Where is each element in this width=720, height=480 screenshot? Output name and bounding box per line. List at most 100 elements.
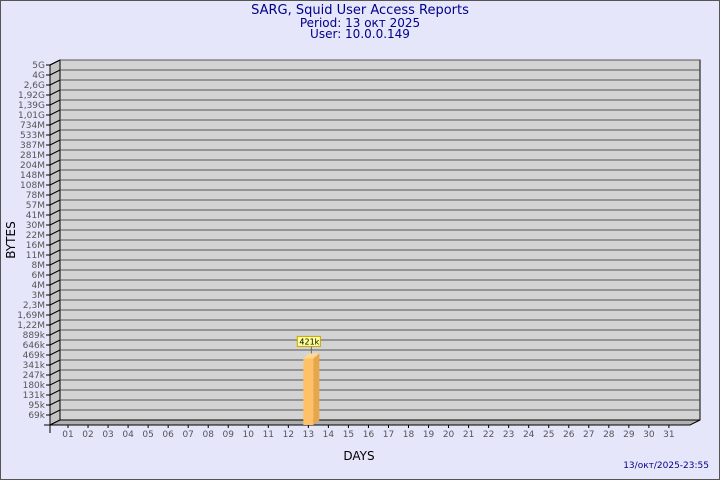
x-tick-label: 25 bbox=[543, 430, 554, 440]
y-tick-depth bbox=[49, 339, 61, 346]
y-tick-depth bbox=[49, 139, 61, 146]
x-tick-label: 12 bbox=[283, 430, 294, 440]
y-tick-depth bbox=[49, 109, 61, 116]
y-tick-label: 180k bbox=[23, 381, 46, 391]
plot-floor bbox=[49, 419, 701, 426]
y-tick-label: 57M bbox=[26, 201, 45, 211]
x-tick-label: 07 bbox=[182, 430, 193, 440]
y-tick-label: 95k bbox=[28, 401, 45, 411]
x-tick-label: 18 bbox=[403, 430, 415, 440]
x-tick-label: 15 bbox=[343, 430, 354, 440]
y-tick-depth bbox=[49, 169, 61, 176]
y-tick-depth bbox=[49, 269, 61, 276]
y-tick-label: 341k bbox=[23, 361, 46, 371]
chart-title: SARG, Squid User Access Reports bbox=[251, 3, 469, 18]
data-label-box bbox=[296, 335, 321, 347]
y-tick-depth bbox=[49, 179, 61, 186]
y-tick-depth bbox=[49, 189, 61, 196]
y-tick-label: 469k bbox=[23, 351, 46, 361]
y-tick-label: 1,39G bbox=[18, 101, 45, 111]
x-tick-label: 29 bbox=[623, 430, 635, 440]
y-tick-depth bbox=[49, 289, 61, 296]
y-tick-depth bbox=[49, 319, 61, 326]
y-tick-depth bbox=[49, 349, 61, 356]
x-tick-label: 03 bbox=[102, 430, 113, 440]
y-tick-label: 1,69M bbox=[17, 311, 45, 321]
y-tick-label: 281M bbox=[20, 151, 45, 161]
x-tick-label: 05 bbox=[142, 430, 153, 440]
y-tick-label: 78M bbox=[26, 191, 45, 201]
x-tick-label: 06 bbox=[162, 430, 174, 440]
y-tick-depth bbox=[49, 199, 61, 206]
x-axis-label: DAYS bbox=[343, 449, 374, 463]
x-tick-label: 02 bbox=[82, 430, 93, 440]
x-tick-label: 11 bbox=[263, 430, 274, 440]
y-tick-depth bbox=[49, 129, 61, 136]
y-tick-label: 247k bbox=[23, 371, 46, 381]
x-tick-label: 30 bbox=[643, 430, 655, 440]
x-tick-label: 14 bbox=[323, 430, 335, 440]
y-tick-label: 2,6G bbox=[24, 81, 45, 91]
x-tick-label: 31 bbox=[663, 430, 674, 440]
y-tick-label: 30M bbox=[26, 221, 45, 231]
y-tick-depth bbox=[49, 379, 61, 386]
data-label: 421k bbox=[299, 337, 319, 346]
x-tick-label: 01 bbox=[62, 430, 73, 440]
y-tick-depth bbox=[49, 219, 61, 226]
y-tick-label: 8M bbox=[32, 261, 46, 271]
y-tick-label: 131k bbox=[23, 391, 46, 401]
y-tick-depth bbox=[49, 239, 61, 246]
y-tick-depth bbox=[49, 209, 61, 216]
y-tick-label: 16M bbox=[26, 241, 45, 251]
x-tick-label: 21 bbox=[463, 430, 474, 440]
y-tick-label: 387M bbox=[20, 141, 45, 151]
x-tick-label: 20 bbox=[443, 430, 455, 440]
y-tick-label: 6M bbox=[32, 271, 46, 281]
y-tick-depth bbox=[49, 359, 61, 366]
generated-timestamp: 13/окт/2025-23:55 bbox=[623, 461, 709, 471]
y-axis-label: BYTES bbox=[4, 221, 18, 258]
y-tick-depth bbox=[49, 389, 61, 396]
x-tick-label: 04 bbox=[122, 430, 134, 440]
y-tick-label: 5G bbox=[32, 61, 45, 71]
y-tick-label: 11M bbox=[26, 251, 45, 261]
y-tick-label: 4M bbox=[32, 281, 46, 291]
y-tick-depth bbox=[49, 89, 61, 96]
x-tick-label: 22 bbox=[483, 430, 494, 440]
y-tick-depth bbox=[49, 149, 61, 156]
y-tick-label: 734M bbox=[20, 121, 45, 131]
y-tick-depth bbox=[49, 259, 61, 266]
y-tick-label: 4G bbox=[32, 71, 45, 81]
x-tick-label: 27 bbox=[583, 430, 594, 440]
y-tick-depth bbox=[49, 399, 61, 406]
y-tick-depth bbox=[49, 299, 61, 306]
x-tick-label: 10 bbox=[243, 430, 255, 440]
y-tick-depth bbox=[49, 159, 61, 166]
y-tick-depth bbox=[49, 329, 61, 336]
y-tick-depth bbox=[49, 369, 61, 376]
y-tick-label: 1,92G bbox=[18, 91, 45, 101]
x-tick-label: 17 bbox=[383, 430, 394, 440]
x-tick-label: 13 bbox=[303, 430, 314, 440]
report-period: Period: 13 окт 2025 bbox=[299, 16, 421, 30]
y-tick-label: 533M bbox=[20, 131, 45, 141]
y-tick-label: 1,01G bbox=[18, 111, 45, 121]
x-tick-label: 23 bbox=[503, 430, 514, 440]
y-tick-label: 148M bbox=[20, 171, 45, 181]
y-tick-label: 108M bbox=[20, 181, 45, 191]
y-tick-label: 646k bbox=[23, 341, 46, 351]
y-tick-label: 204M bbox=[20, 161, 45, 171]
y-tick-depth bbox=[49, 79, 61, 86]
x-tick-label: 19 bbox=[423, 430, 435, 440]
y-tick-depth bbox=[49, 69, 61, 76]
y-tick-label: 69k bbox=[28, 411, 45, 421]
report-user: User: 10.0.0.149 bbox=[310, 27, 410, 41]
y-tick-depth bbox=[49, 99, 61, 106]
bar-top bbox=[303, 353, 320, 359]
y-tick-depth bbox=[49, 279, 61, 286]
bar-front bbox=[303, 358, 314, 425]
x-tick-label: 09 bbox=[223, 430, 235, 440]
y-tick-depth bbox=[49, 249, 61, 256]
y-tick-label: 22M bbox=[26, 231, 45, 241]
